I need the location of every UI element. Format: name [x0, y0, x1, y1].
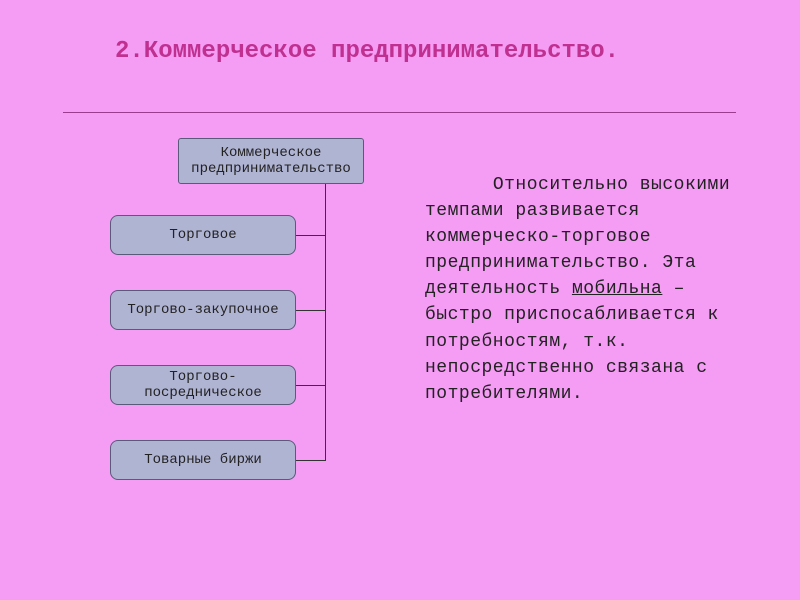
tree-root-label: Коммерческое предпринимательство: [179, 145, 363, 177]
tree-child-3: Товарные биржи: [110, 440, 296, 480]
tree-child-2: Торгово-посредническое: [110, 365, 296, 405]
connector-branch-3: [296, 460, 325, 461]
tree-child-2-label: Торгово-посредническое: [111, 369, 295, 401]
connector-trunk: [325, 184, 326, 461]
slide: 2.Коммерческое предпринимательство. Комме…: [0, 0, 800, 600]
tree-child-0: Торговое: [110, 215, 296, 255]
connector-branch-1: [296, 310, 325, 311]
body-segment-1: мобильна: [572, 279, 662, 299]
title-divider: [63, 112, 736, 113]
slide-title: 2.Коммерческое предпринимательство.: [115, 37, 635, 67]
body-paragraph: Относительно высокими темпами развиваетс…: [425, 172, 750, 407]
tree-root: Коммерческое предпринимательство: [178, 138, 364, 184]
connector-branch-0: [296, 235, 325, 236]
tree-child-0-label: Торговое: [169, 227, 236, 243]
connector-branch-2: [296, 385, 325, 386]
tree-child-3-label: Товарные биржи: [144, 452, 262, 468]
tree-child-1-label: Торгово-закупочное: [127, 302, 278, 318]
tree-child-1: Торгово-закупочное: [110, 290, 296, 330]
